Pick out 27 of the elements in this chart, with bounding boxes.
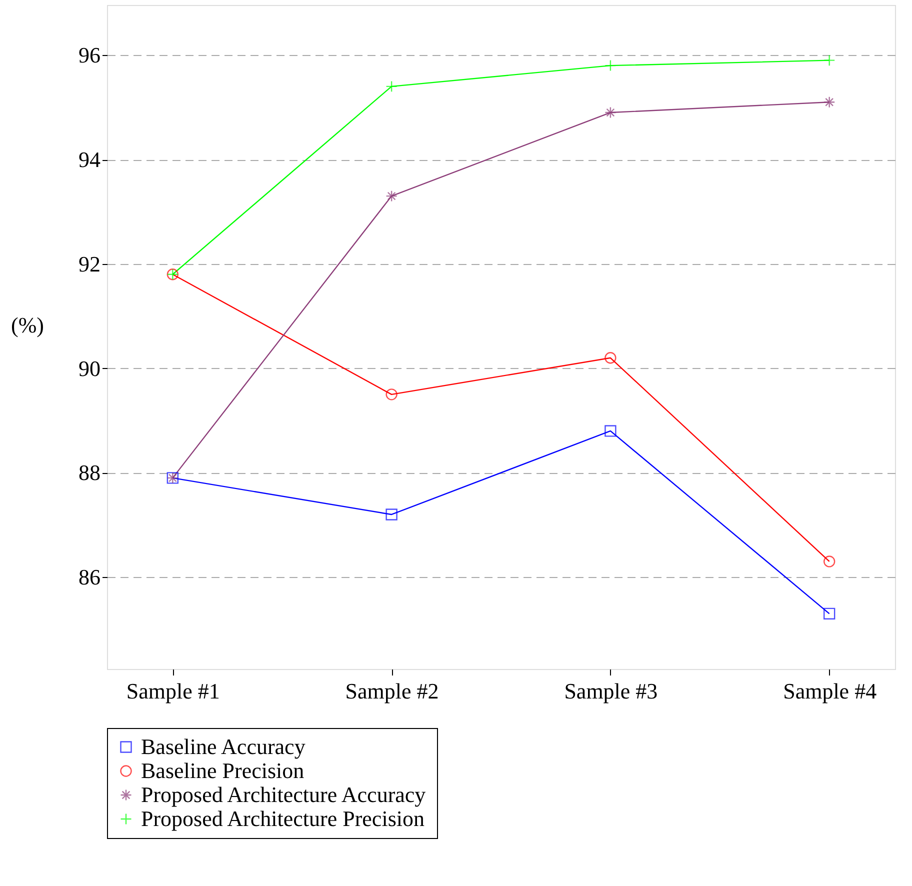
legend-label: Baseline Precision bbox=[141, 758, 304, 783]
point bbox=[604, 106, 616, 118]
point bbox=[386, 80, 398, 92]
point bbox=[604, 60, 616, 72]
point bbox=[823, 608, 836, 620]
x-tick-label: Sample #4 bbox=[783, 678, 877, 704]
point bbox=[386, 190, 398, 202]
legend-label: Proposed Architecture Accuracy bbox=[141, 782, 426, 807]
point bbox=[386, 508, 398, 520]
x-tick-label: Sample #3 bbox=[564, 678, 658, 704]
point bbox=[604, 352, 616, 364]
point bbox=[823, 54, 836, 66]
y-axis-title: (%) bbox=[11, 312, 44, 338]
y-tick-label: 88 bbox=[78, 460, 100, 486]
y-tick-label: 92 bbox=[78, 251, 100, 276]
x-tick-label: Sample #1 bbox=[126, 678, 220, 704]
legend-label: Proposed Architecture Precision bbox=[141, 806, 424, 831]
point bbox=[823, 96, 836, 108]
x-tick-label: Sample #2 bbox=[345, 678, 439, 704]
point bbox=[386, 388, 398, 400]
point bbox=[823, 556, 836, 568]
point bbox=[604, 425, 616, 437]
y-tick-label: 96 bbox=[78, 42, 100, 68]
legend-label: Baseline Accuracy bbox=[141, 734, 306, 759]
y-tick-label: 86 bbox=[78, 564, 100, 590]
y-tick-label: 90 bbox=[78, 356, 100, 381]
y-tick-label: 94 bbox=[78, 147, 100, 172]
